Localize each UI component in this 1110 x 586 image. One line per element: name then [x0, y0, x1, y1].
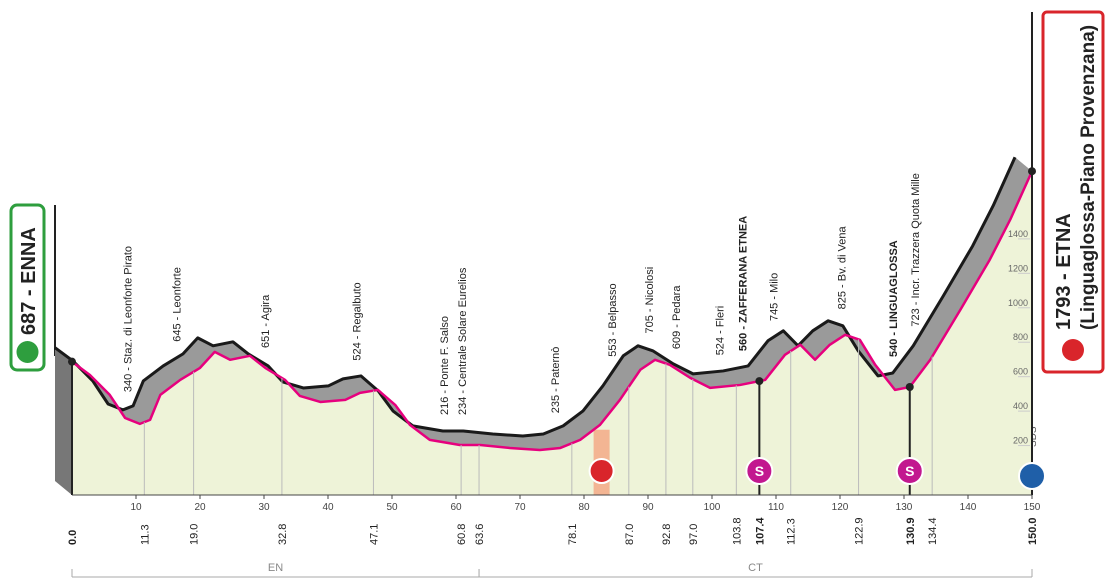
start-label: 687 - ENNA	[18, 227, 40, 335]
x-tick-label: 50	[386, 502, 398, 513]
waypoint-dot	[1028, 167, 1036, 176]
waypoint-label: 825 - Bv. di Vena	[837, 226, 849, 310]
km-label: 60.8	[456, 524, 468, 545]
km-label: 134.4	[927, 517, 939, 545]
x-tick-label: 90	[642, 502, 654, 513]
km-label: 103.8	[731, 517, 743, 545]
y-tick-label: 800	[1013, 332, 1028, 342]
waypoint-label: 745 - Milo	[769, 273, 781, 321]
finish-sublabel: (Linguaglossa-Piano Provenzana)	[1078, 25, 1099, 330]
km-label: 32.8	[277, 524, 289, 545]
waypoint-label: 234 - Centrale Solare Eurelios	[457, 267, 469, 415]
finish-icon	[1062, 339, 1084, 361]
waypoint-label: 540 - LINGUAGLOSSA	[888, 240, 900, 357]
waypoint-label: 216 - Ponte F. Salso	[439, 316, 451, 415]
waypoint-dot	[68, 357, 76, 366]
km-label: 92.8	[661, 524, 673, 545]
y-tick-label: 200	[1013, 436, 1028, 446]
waypoint-label: 651 - Agira	[260, 294, 272, 348]
ribbon-edge	[54, 156, 1017, 438]
waypoint-label: 645 - Leonforte	[172, 267, 184, 342]
y-tick-label: 1200	[1008, 263, 1028, 273]
waypoint-label: 340 - Staz. di Leonforte Pirato	[122, 246, 134, 392]
x-tick-label: 140	[960, 502, 977, 513]
x-tick-label: 30	[258, 502, 270, 513]
waypoint-label: 524 - Regalbuto	[351, 282, 363, 360]
x-tick-label: 80	[578, 502, 590, 513]
x-tick-label: 20	[194, 502, 206, 513]
finish-label: 1793 - ETNA	[1053, 213, 1075, 330]
km-label: 0.0	[67, 530, 79, 545]
km-label: 97.0	[688, 524, 700, 545]
y-tick-label: 1000	[1008, 298, 1028, 308]
waypoint-label: 553 - Belpasso	[607, 283, 619, 356]
waypoint-dot	[905, 383, 914, 391]
x-tick-label: 40	[322, 502, 334, 513]
waypoint-label: 235 - Paternò	[550, 347, 562, 414]
km-label: 107.4	[754, 517, 766, 545]
x-tick-label: 70	[514, 502, 526, 513]
sprint-icon	[895, 457, 924, 485]
km-label: 112.3	[786, 518, 798, 545]
waypoint-label: 705 - Nicolosi	[644, 267, 656, 334]
finish-marker	[1018, 462, 1046, 490]
x-tick-label: 110	[768, 502, 784, 513]
waypoint-label: 609 - Pedara	[671, 285, 683, 349]
sprint-icon	[745, 457, 774, 485]
x-tick-label: 10	[130, 502, 142, 513]
region-label: CT	[748, 562, 763, 574]
km-label: 19.0	[189, 524, 201, 545]
sprint-label: S	[905, 463, 914, 479]
km-label: 150.0	[1027, 517, 1039, 545]
x-tick-label: 130	[896, 502, 913, 513]
ribbon-face	[55, 347, 72, 495]
waypoint-dot	[755, 377, 764, 386]
km-label: 87.0	[624, 524, 636, 545]
profile-fill	[72, 171, 1032, 495]
region-label: EN	[268, 562, 283, 574]
start-icon	[16, 341, 39, 363]
km-label: 130.9	[905, 517, 917, 545]
y-tick-label: 1400	[1008, 229, 1028, 239]
km-label: 78.1	[567, 524, 579, 545]
finish-badge	[1041, 10, 1105, 374]
start-badge	[9, 203, 46, 372]
waypoint-label: 524 - Fleri	[714, 306, 726, 356]
x-tick-label: 60	[450, 502, 462, 513]
feed-icon	[588, 458, 615, 484]
x-tick-label: 120	[832, 502, 849, 513]
km-label: 63.6	[474, 524, 486, 545]
x-tick-label: 150	[1024, 502, 1041, 513]
km-label: 47.1	[368, 524, 380, 545]
finish-note: SDS	[1028, 426, 1039, 447]
y-tick-label: 600	[1013, 367, 1028, 377]
profile-line	[71, 170, 1034, 452]
x-tick-label: 100	[704, 502, 721, 513]
y-tick-label: 400	[1013, 401, 1028, 411]
waypoint-label: 560 - ZAFFERANA ETNEA	[737, 216, 749, 351]
km-label: 11.3	[139, 524, 151, 545]
km-label: 122.9	[854, 517, 866, 545]
sprint-label: S	[755, 463, 764, 479]
waypoint-label: 723 - Incr. Trazzera Quota Mille	[910, 173, 922, 326]
